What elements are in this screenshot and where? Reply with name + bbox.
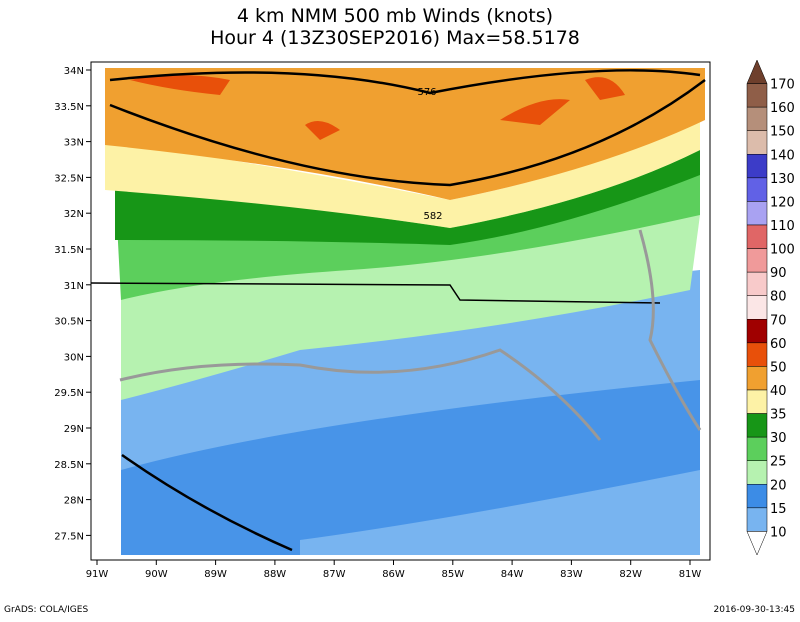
colorbar-swatch	[746, 342, 768, 367]
colorbar-swatch	[746, 531, 768, 556]
colorbar-swatch	[746, 224, 768, 249]
lat-label: 32.5N	[54, 173, 84, 184]
lon-label: 89W	[204, 569, 227, 580]
colorbar-label: 130	[770, 172, 795, 187]
lon-label: 84W	[501, 569, 524, 580]
colorbar-swatch	[746, 413, 768, 438]
colorbar-label: 10	[770, 525, 787, 540]
lon-label: 91W	[86, 569, 109, 580]
colorbar-swatch	[746, 507, 768, 532]
colorbar-swatch	[746, 177, 768, 202]
lon-label: 83W	[560, 569, 583, 580]
contour-label: 582	[423, 211, 442, 222]
colorbar-swatch	[746, 389, 768, 414]
colorbar-label: 25	[770, 455, 787, 470]
lat-label: 31N	[64, 281, 84, 292]
lon-label: 90W	[145, 569, 168, 580]
lon-label: 82W	[619, 569, 642, 580]
colorbar-swatch	[746, 201, 768, 226]
colorbar-swatch	[746, 319, 768, 344]
colorbar-swatch	[746, 154, 768, 179]
footer-right: 2016-09-30-13:45	[714, 605, 796, 615]
colorbar-swatch	[746, 295, 768, 320]
lat-label: 30N	[64, 352, 84, 363]
colorbar-label: 50	[770, 360, 787, 375]
colorbar-label: 170	[770, 78, 795, 93]
colorbar-swatch	[746, 484, 768, 509]
colorbar-swatch	[746, 460, 768, 485]
lat-label: 34N	[64, 66, 84, 77]
colorbar-swatch	[746, 59, 768, 84]
colorbar-label: 20	[770, 478, 787, 493]
colorbar-label: 15	[770, 502, 787, 517]
colorbar-swatch	[746, 436, 768, 461]
lat-label: 33.5N	[54, 102, 84, 113]
lat-label: 31.5N	[54, 245, 84, 256]
lat-label: 28.5N	[54, 460, 84, 471]
colorbar-label: 150	[770, 125, 795, 140]
colorbar-label: 90	[770, 266, 787, 281]
colorbar-label: 120	[770, 195, 795, 210]
lat-label: 29.5N	[54, 388, 84, 399]
colorbar-label: 80	[770, 290, 787, 305]
colorbar-swatch	[746, 248, 768, 273]
colorbar-label: 100	[770, 243, 795, 258]
colorbar-label: 70	[770, 313, 787, 328]
title: 4 km NMM 500 mb Winds (knots)	[237, 5, 553, 27]
lat-label: 27.5N	[54, 531, 84, 542]
lat-label: 32N	[64, 209, 84, 220]
colorbar-label: 60	[770, 337, 787, 352]
colorbar-swatch	[746, 130, 768, 155]
lon-label: 87W	[323, 569, 346, 580]
lat-label: 28N	[64, 496, 84, 507]
colorbar-label: 110	[770, 219, 795, 234]
lon-label: 88W	[264, 569, 287, 580]
colorbar-label: 30	[770, 431, 787, 446]
lon-label: 86W	[382, 569, 405, 580]
lon-label: 85W	[441, 569, 464, 580]
colorbar-swatch	[746, 271, 768, 296]
contour-label: 576	[417, 87, 436, 98]
subtitle: Hour 4 (13Z30SEP2016) Max=58.5178	[210, 27, 580, 49]
lat-label: 29N	[64, 424, 84, 435]
lon-label: 81W	[679, 569, 702, 580]
lat-label: 33N	[64, 138, 84, 149]
colorbar-swatch	[746, 106, 768, 131]
colorbar-swatch	[746, 366, 768, 391]
footer-left: GrADS: COLA/IGES	[4, 605, 88, 615]
colorbar-label: 35	[770, 408, 787, 423]
colorbar-label: 40	[770, 384, 787, 399]
map-plot	[90, 61, 711, 561]
lat-label: 30.5N	[54, 317, 84, 328]
colorbar-label: 160	[770, 101, 795, 116]
colorbar-swatch	[746, 83, 768, 108]
colorbar-label: 140	[770, 148, 795, 163]
